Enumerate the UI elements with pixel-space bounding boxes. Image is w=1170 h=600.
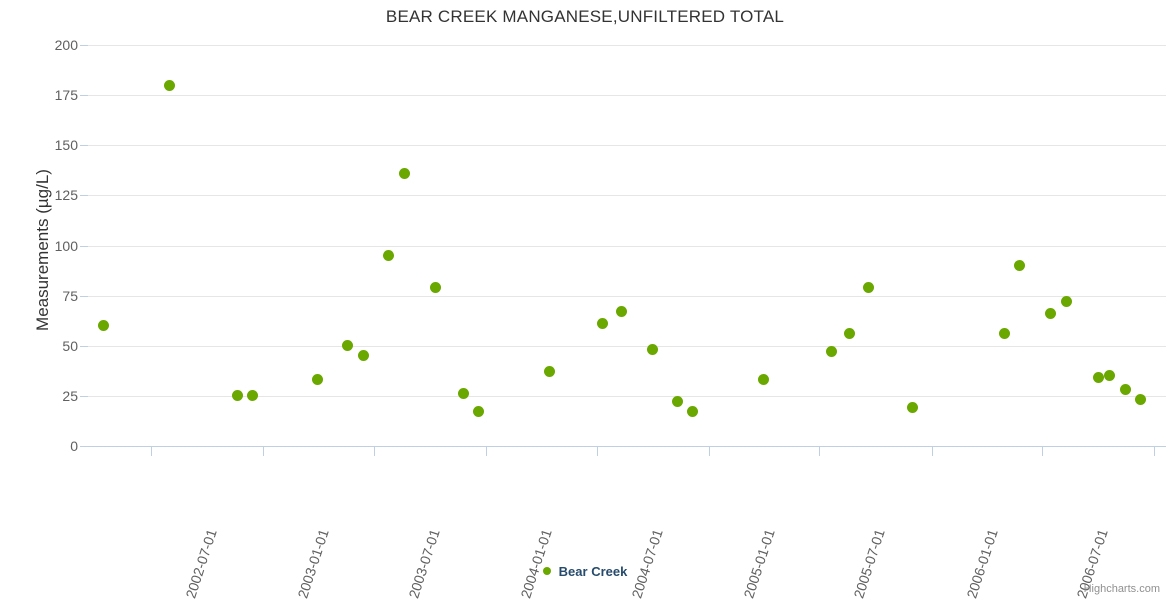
y-tickmark (80, 145, 88, 147)
y-tick-label: 175 (54, 87, 78, 104)
y-tick-label: 150 (54, 137, 78, 154)
x-tick-label: 2003-07-01 (405, 459, 464, 600)
data-point[interactable] (616, 307, 626, 317)
data-point[interactable] (1062, 297, 1072, 307)
data-point[interactable] (430, 283, 440, 293)
x-tickmark (150, 447, 152, 456)
x-tick-label: 2006-01-01 (963, 459, 1022, 600)
data-point[interactable] (1121, 385, 1131, 395)
x-tickmark (1042, 447, 1044, 456)
data-point[interactable] (248, 391, 258, 401)
data-point[interactable] (313, 375, 323, 385)
y-tickmark (80, 446, 88, 447)
y-tickmark (80, 195, 88, 197)
y-gridline (88, 95, 1166, 97)
data-point[interactable] (845, 329, 855, 339)
x-tick-label: 2006-07-01 (1073, 459, 1133, 600)
y-tickmark (80, 345, 88, 347)
data-point[interactable] (672, 397, 682, 407)
data-point[interactable] (232, 391, 242, 401)
y-tickmark (80, 95, 88, 97)
y-tick-label: 25 (62, 387, 78, 404)
x-tick-label: 2002-07-01 (182, 459, 241, 600)
y-tick-label: 125 (54, 187, 78, 204)
data-point[interactable] (343, 341, 353, 351)
x-tickmark (373, 447, 375, 456)
data-point[interactable] (1000, 329, 1010, 339)
y-gridline (88, 195, 1166, 197)
data-point[interactable] (165, 80, 175, 90)
x-tickmark (819, 447, 821, 456)
y-tick-label: 0 (70, 438, 78, 454)
x-tickmark (263, 447, 265, 456)
data-point[interactable] (648, 345, 658, 355)
y-tickmark (80, 395, 88, 397)
data-point[interactable] (359, 351, 369, 361)
data-point[interactable] (473, 407, 483, 417)
data-point[interactable] (908, 403, 918, 413)
x-axis-line (88, 446, 1166, 447)
x-tick-label: 2003-01-01 (294, 459, 354, 600)
data-point[interactable] (688, 407, 698, 417)
data-point[interactable] (1093, 373, 1103, 383)
y-tick-label: 200 (54, 37, 78, 53)
data-point[interactable] (458, 389, 468, 399)
y-tickmark (80, 45, 88, 46)
data-point[interactable] (399, 168, 409, 178)
y-tickmark (80, 245, 88, 247)
credits-label: Highcharts.com (1083, 583, 1160, 595)
data-point[interactable] (759, 375, 769, 385)
x-tickmark (596, 447, 598, 456)
chart-title: BEAR CREEK MANGANESE,UNFILTERED TOTAL (385, 7, 785, 26)
x-tickmark (931, 447, 933, 456)
y-gridline (88, 395, 1166, 397)
legend-marker-icon (542, 566, 551, 575)
y-tick-label: 75 (62, 287, 78, 304)
plot-area (88, 45, 1166, 446)
data-point[interactable] (864, 283, 874, 293)
x-tick-label: 2005-01-01 (740, 459, 800, 600)
x-tick-label: 2004-07-01 (628, 459, 687, 600)
y-tick-label: 100 (54, 237, 78, 254)
data-point[interactable] (1105, 371, 1115, 381)
y-gridline (88, 145, 1166, 147)
x-tickmark (709, 447, 711, 456)
y-gridline (88, 45, 1166, 46)
x-tick-label: 2004-01-01 (517, 459, 576, 600)
data-point[interactable] (1136, 395, 1146, 405)
x-tickmark (1154, 447, 1156, 456)
y-gridline (88, 345, 1166, 347)
data-point[interactable] (545, 367, 555, 377)
data-point[interactable] (597, 319, 607, 329)
y-gridline (88, 295, 1166, 297)
data-point[interactable] (383, 251, 393, 261)
data-point[interactable] (99, 321, 109, 331)
y-gridline (88, 245, 1166, 247)
legend-item-label: Bear Creek (558, 564, 628, 580)
legend-item-bear-creek[interactable]: Bear Creek (542, 563, 628, 580)
y-tick-label: 50 (62, 337, 78, 354)
chart-legend: Bear Creek (0, 563, 1170, 579)
x-tickmark (485, 447, 487, 456)
data-point[interactable] (1015, 261, 1025, 271)
data-point[interactable] (1046, 309, 1056, 319)
y-tickmark (80, 295, 88, 297)
x-tick-label: 2005-07-01 (851, 459, 910, 600)
data-point[interactable] (826, 347, 836, 357)
